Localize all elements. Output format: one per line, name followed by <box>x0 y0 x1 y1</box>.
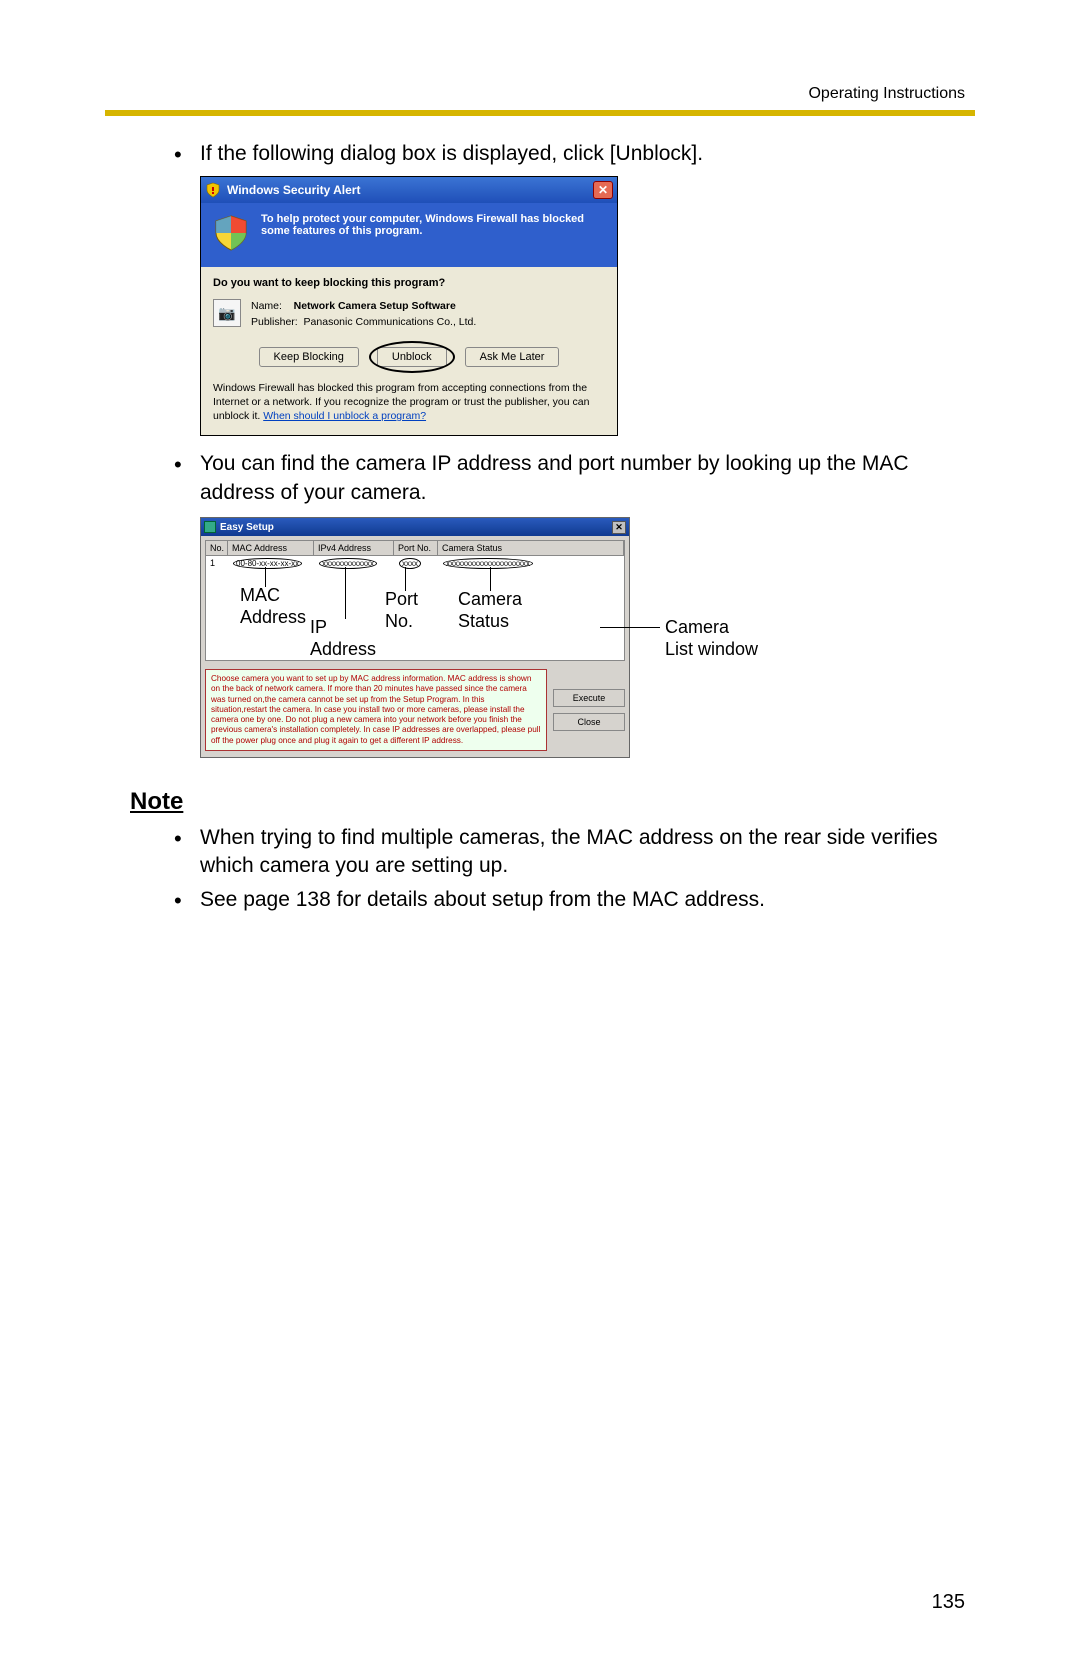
col-status: Camera Status <box>438 541 624 555</box>
easy-setup-bottom: Choose camera you want to set up by MAC … <box>201 665 629 757</box>
leader-line <box>265 567 266 587</box>
shield-icon <box>211 213 251 253</box>
bullets-top: If the following dialog box is displayed… <box>170 140 970 168</box>
leader-line <box>490 567 491 591</box>
col-no: No. <box>206 541 228 555</box>
col-port: Port No. <box>394 541 438 555</box>
program-info: 📷 Name: Network Camera Setup Software Pu… <box>213 299 605 331</box>
name-label: Name: <box>251 300 282 312</box>
list-row[interactable]: 1 00-80-xx-xx-xx-xx xxxxxxxxxxxxx xxxx x… <box>206 556 624 570</box>
bullet-item: If the following dialog box is displayed… <box>170 140 970 168</box>
footer-link[interactable]: When should I unblock a program? <box>263 410 426 422</box>
page-content: If the following dialog box is displayed… <box>110 140 970 915</box>
easy-setup-dialog: Easy Setup ✕ No. MAC Address IPv4 Addres… <box>200 517 630 758</box>
page-header: Operating Instructions <box>808 85 965 103</box>
annotation-status: Camera Status <box>458 589 522 632</box>
app-icon <box>204 521 216 533</box>
publisher-name: Panasonic Communications Co., Ltd. <box>304 316 477 328</box>
security-alert-dialog: Windows Security Alert ✕ To help protect… <box>200 176 618 436</box>
annotation-port: Port No. <box>385 589 418 632</box>
security-alert-question: Do you want to keep blocking this progra… <box>213 277 605 289</box>
security-alert-title: Windows Security Alert <box>227 183 360 197</box>
bullets-top-2: You can find the camera IP address and p… <box>170 450 970 507</box>
easy-setup-buttons: Execute Close <box>553 669 625 751</box>
leader-line <box>345 567 346 619</box>
annotation-mac: MAC Address <box>240 585 306 628</box>
shield-icon <box>205 182 221 198</box>
program-icon: 📷 <box>213 299 241 327</box>
cell-status: xxxxxxxxxxxxxxxxxxxxx <box>443 558 533 569</box>
close-icon[interactable]: ✕ <box>593 181 613 199</box>
col-ip: IPv4 Address <box>314 541 394 555</box>
program-info-text: Name: Network Camera Setup Software Publ… <box>251 299 476 331</box>
bullets-note: When trying to find multiple cameras, th… <box>170 824 970 915</box>
easy-setup-title: Easy Setup <box>220 522 274 533</box>
header-rule <box>105 110 975 116</box>
col-mac: MAC Address <box>228 541 314 555</box>
security-alert-titlebar: Windows Security Alert ✕ <box>201 177 617 203</box>
security-alert-footer: Windows Firewall has blocked this progra… <box>213 381 605 424</box>
list-header: No. MAC Address IPv4 Address Port No. Ca… <box>206 541 624 556</box>
security-alert-buttons: Keep Blocking Unblock Ask Me Later <box>213 347 605 367</box>
easy-setup-wrapper: Easy Setup ✕ No. MAC Address IPv4 Addres… <box>200 517 790 758</box>
keep-blocking-button[interactable]: Keep Blocking <box>259 347 359 367</box>
cell-mac: 00-80-xx-xx-xx-xx <box>233 558 302 569</box>
publisher-label: Publisher: <box>251 316 298 328</box>
bullet-item: You can find the camera IP address and p… <box>170 450 970 507</box>
leader-line <box>405 567 406 591</box>
close-icon[interactable]: ✕ <box>612 521 626 534</box>
instruction-message: Choose camera you want to set up by MAC … <box>205 669 547 751</box>
unblock-button[interactable]: Unblock <box>377 347 447 367</box>
security-alert-banner-text: To help protect your computer, Windows F… <box>261 213 607 237</box>
security-alert-banner: To help protect your computer, Windows F… <box>201 203 617 267</box>
cell-no: 1 <box>206 558 228 568</box>
security-alert-body: Do you want to keep blocking this progra… <box>201 267 617 435</box>
unblock-highlight: Unblock <box>377 347 447 367</box>
bullet-item: When trying to find multiple cameras, th… <box>170 824 970 881</box>
annotation-listwin: Camera List window <box>665 617 758 660</box>
bullet-item: See page 138 for details about setup fro… <box>170 886 970 914</box>
program-name: Network Camera Setup Software <box>294 300 456 312</box>
annotation-ip: IP Address <box>310 617 376 660</box>
easy-setup-titlebar: Easy Setup ✕ <box>201 518 629 536</box>
cell-ip: xxxxxxxxxxxxx <box>319 558 377 569</box>
leader-line <box>600 627 660 628</box>
cell-port: xxxx <box>399 558 421 569</box>
note-heading: Note <box>130 788 970 816</box>
close-button[interactable]: Close <box>553 713 625 731</box>
page-number: 135 <box>932 1591 965 1614</box>
document-page: Operating Instructions If the following … <box>0 0 1080 1669</box>
ask-later-button[interactable]: Ask Me Later <box>465 347 560 367</box>
execute-button[interactable]: Execute <box>553 689 625 707</box>
